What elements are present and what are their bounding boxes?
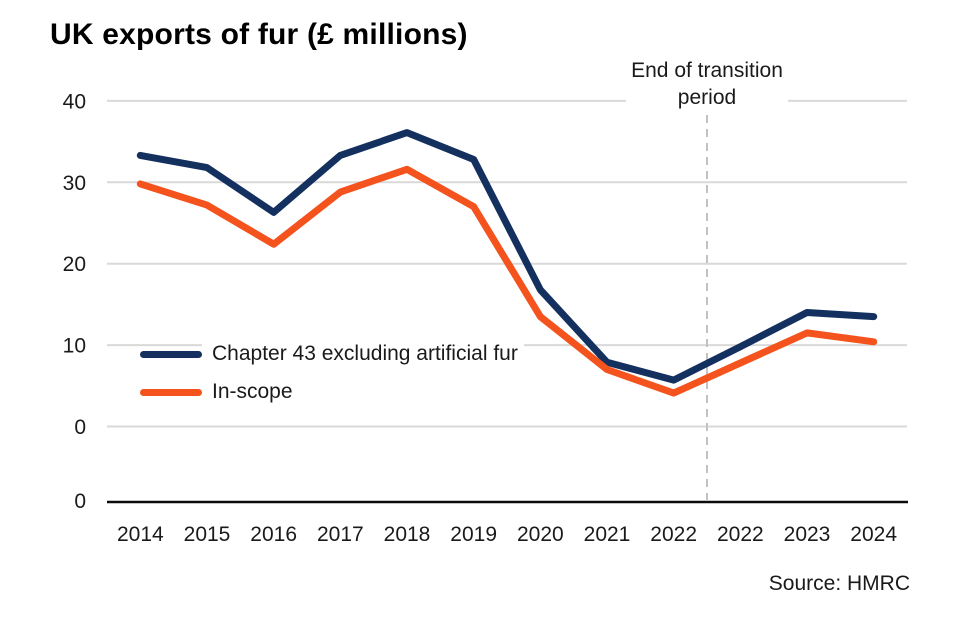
x-tick-label: 2023 <box>784 523 831 546</box>
series-line-in-scope <box>136 165 878 397</box>
x-tick-label: 2017 <box>317 523 364 546</box>
x-tick-label: 2018 <box>384 523 431 546</box>
transition-annotation: End of transition period <box>626 57 788 111</box>
series-line-chapter-43-excluding-artificial-fur <box>136 129 878 384</box>
x-tick-label: 2024 <box>850 523 897 546</box>
legend-item-in-scope: In-scope <box>140 378 299 406</box>
x-tick-label: 2020 <box>517 523 564 546</box>
chart-title: UK exports of fur (£ millions) <box>50 18 468 51</box>
x-tick-label: 2014 <box>117 523 164 546</box>
x-tick-label: 2015 <box>184 523 231 546</box>
transition-annotation-line2: period <box>677 86 737 109</box>
legend-label-in-scope: In-scope <box>202 378 299 406</box>
source-caption: Source: HMRC <box>768 572 910 595</box>
y-tick-label: 10 <box>63 335 86 358</box>
legend-swatch-chapter-43 <box>140 350 202 358</box>
legend-item-chapter-43: Chapter 43 excluding artificial fur <box>140 340 524 368</box>
legend-swatch-in-scope <box>140 388 202 396</box>
x-tick-label: 2022 <box>650 523 697 546</box>
x-tick-label: 2016 <box>250 523 297 546</box>
x-tick-label: 2022 <box>717 523 764 546</box>
y-tick-label-bottom-zero: 0 <box>74 490 86 513</box>
legend: Chapter 43 excluding artificial fur In-s… <box>140 340 524 406</box>
transition-annotation-line1: End of transition <box>631 59 783 82</box>
y-tick-label: 0 <box>74 416 86 439</box>
x-tick-label: 2021 <box>584 523 631 546</box>
x-tick-label: 2019 <box>450 523 497 546</box>
y-tick-label: 40 <box>63 90 86 113</box>
legend-label-chapter-43: Chapter 43 excluding artificial fur <box>202 340 524 368</box>
y-tick-label: 30 <box>63 172 86 195</box>
y-tick-label: 20 <box>63 253 86 276</box>
